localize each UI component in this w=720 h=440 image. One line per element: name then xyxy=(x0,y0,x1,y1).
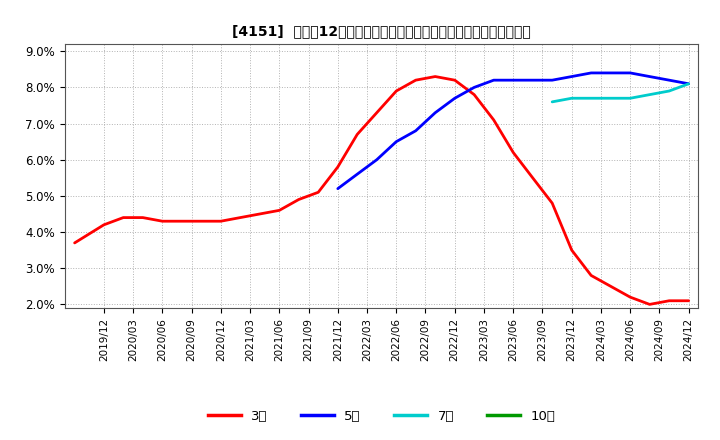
Legend: 3年, 5年, 7年, 10年: 3年, 5年, 7年, 10年 xyxy=(202,404,561,428)
Title: [4151]  売上高12か月移動合計の対前年同期増減率の標準偏差の推移: [4151] 売上高12か月移動合計の対前年同期増減率の標準偏差の推移 xyxy=(233,25,531,39)
